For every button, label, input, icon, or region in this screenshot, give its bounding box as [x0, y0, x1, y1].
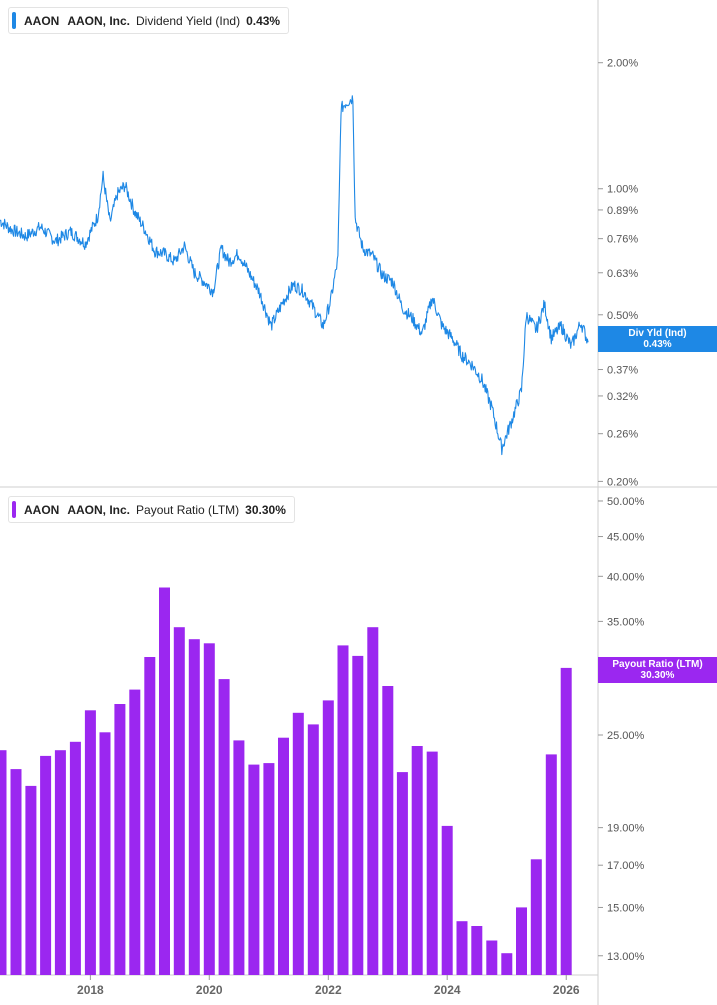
payout-ratio-bar	[129, 689, 141, 975]
payout-ratio-bar	[352, 655, 364, 975]
legend-ticker: AAON	[24, 502, 60, 517]
axis-tick-labels: 2.00% 1.00% 0.89% 0.76% 0.63% 0.50% 0.37% 0.32%…	[77, 58, 644, 997]
y-tick-label: 35.00%	[607, 616, 645, 628]
legend-metric: Payout Ratio (LTM)	[136, 502, 240, 517]
payout-ratio-bar	[307, 724, 319, 975]
payout-ratio-bar	[263, 763, 275, 975]
payout-ratio-bar	[367, 627, 379, 975]
y-tick-label: 0.20%	[607, 476, 638, 488]
y-tick-label: 0.50%	[607, 310, 638, 322]
payout-ratio-bar	[545, 754, 557, 975]
y-tick-label: 19.00%	[607, 823, 645, 835]
payout-ratio-bar	[114, 704, 126, 975]
payout-ratio-bar	[337, 645, 349, 975]
y-tick-label: 0.26%	[607, 429, 638, 441]
payout-ratio-bar	[25, 785, 37, 975]
payout-ratio-bar	[188, 639, 200, 975]
payout-ratio-bar	[203, 643, 215, 975]
payout-ratio-bar	[471, 926, 483, 975]
y-tick-label: 50.00%	[607, 496, 645, 508]
payout-ratio-bar	[278, 737, 289, 975]
y-tick-label: 13.00%	[607, 951, 645, 963]
legend-company: AAON, Inc.	[67, 502, 131, 517]
payout-ratio-bar	[486, 940, 498, 975]
y-tick-label: 45.00%	[607, 532, 645, 544]
payout-ratio-bar	[456, 921, 468, 975]
payout-ratio-bar	[233, 740, 245, 975]
payout-ratio-bar	[10, 769, 22, 975]
payout-ratio-bar	[159, 587, 170, 975]
payout-ratio-bar	[0, 750, 7, 975]
y-tick-label: 2.00%	[607, 58, 638, 70]
y-tick-label: 1.00%	[607, 184, 638, 196]
x-tick-label: 2022	[315, 983, 342, 997]
y-tick-label: 0.37%	[607, 365, 638, 377]
flag-value: 30.30%	[640, 670, 675, 681]
dividend-yield-legend[interactable]: AAON AAON, Inc. Dividend Yield (Ind) 0.4…	[8, 7, 290, 34]
y-tick-label: 40.00%	[607, 571, 645, 583]
legend-value: 0.43%	[246, 13, 281, 28]
payout-ratio-value-flag: Payout Ratio (LTM) 30.30%	[598, 657, 717, 683]
dividend-yield-swatch	[12, 12, 16, 29]
payout-ratio-bar	[69, 741, 81, 975]
payout-ratio-bar	[441, 825, 453, 975]
payout-ratio-swatch	[12, 501, 16, 518]
payout-ratio-bar	[40, 755, 52, 975]
x-tick-label: 2026	[553, 983, 580, 997]
y-tick-label: 25.00%	[607, 730, 645, 742]
payout-ratio-bar	[248, 764, 260, 975]
legend-company: AAON, Inc.	[67, 13, 131, 28]
y-tick-label: 0.76%	[607, 234, 638, 246]
payout-ratio-bar	[411, 746, 423, 975]
payout-ratio-bar	[516, 907, 527, 975]
y-tick-label: 17.00%	[607, 860, 645, 872]
payout-ratio-bar	[144, 657, 156, 975]
legend-value: 30.30%	[245, 502, 286, 517]
y-tick-label: 0.89%	[607, 205, 638, 217]
flag-label: Payout Ratio (LTM)	[612, 659, 703, 670]
y-tick-label: 0.32%	[607, 391, 638, 403]
payout-ratio-bar	[54, 750, 66, 975]
payout-ratio-bar	[560, 667, 572, 975]
payout-ratio-bar	[84, 710, 96, 975]
payout-ratio-bar	[218, 679, 230, 975]
payout-ratio-bar	[501, 953, 513, 975]
payout-ratio-bar	[530, 859, 542, 975]
dividend-yield-value-flag: Div Yld (Ind) 0.43%	[598, 326, 717, 352]
x-tick-label: 2018	[77, 983, 104, 997]
payout-ratio-bar	[382, 686, 394, 975]
payout-ratio-bar	[99, 732, 111, 975]
y-tick-label: 0.63%	[607, 268, 638, 280]
x-tick-label: 2024	[434, 983, 461, 997]
payout-ratio-bar	[173, 627, 185, 975]
x-tick-label: 2020	[196, 983, 223, 997]
payout-ratio-legend[interactable]: AAON AAON, Inc. Payout Ratio (LTM) 30.30…	[8, 496, 295, 523]
legend-ticker: AAON	[24, 13, 60, 28]
dividend-yield-plot	[0, 95, 589, 456]
payout-ratio-bar	[426, 751, 438, 975]
payout-ratio-bar	[322, 700, 334, 975]
y-tick-label: 15.00%	[607, 902, 645, 914]
payout-ratio-bar	[292, 712, 304, 975]
payout-ratio-bar	[396, 772, 408, 975]
flag-label: Div Yld (Ind)	[628, 328, 687, 339]
dividend-yield-line	[0, 95, 589, 456]
flag-value: 0.43%	[643, 339, 672, 350]
payout-ratio-plot	[0, 587, 572, 975]
legend-metric: Dividend Yield (Ind)	[136, 13, 241, 28]
